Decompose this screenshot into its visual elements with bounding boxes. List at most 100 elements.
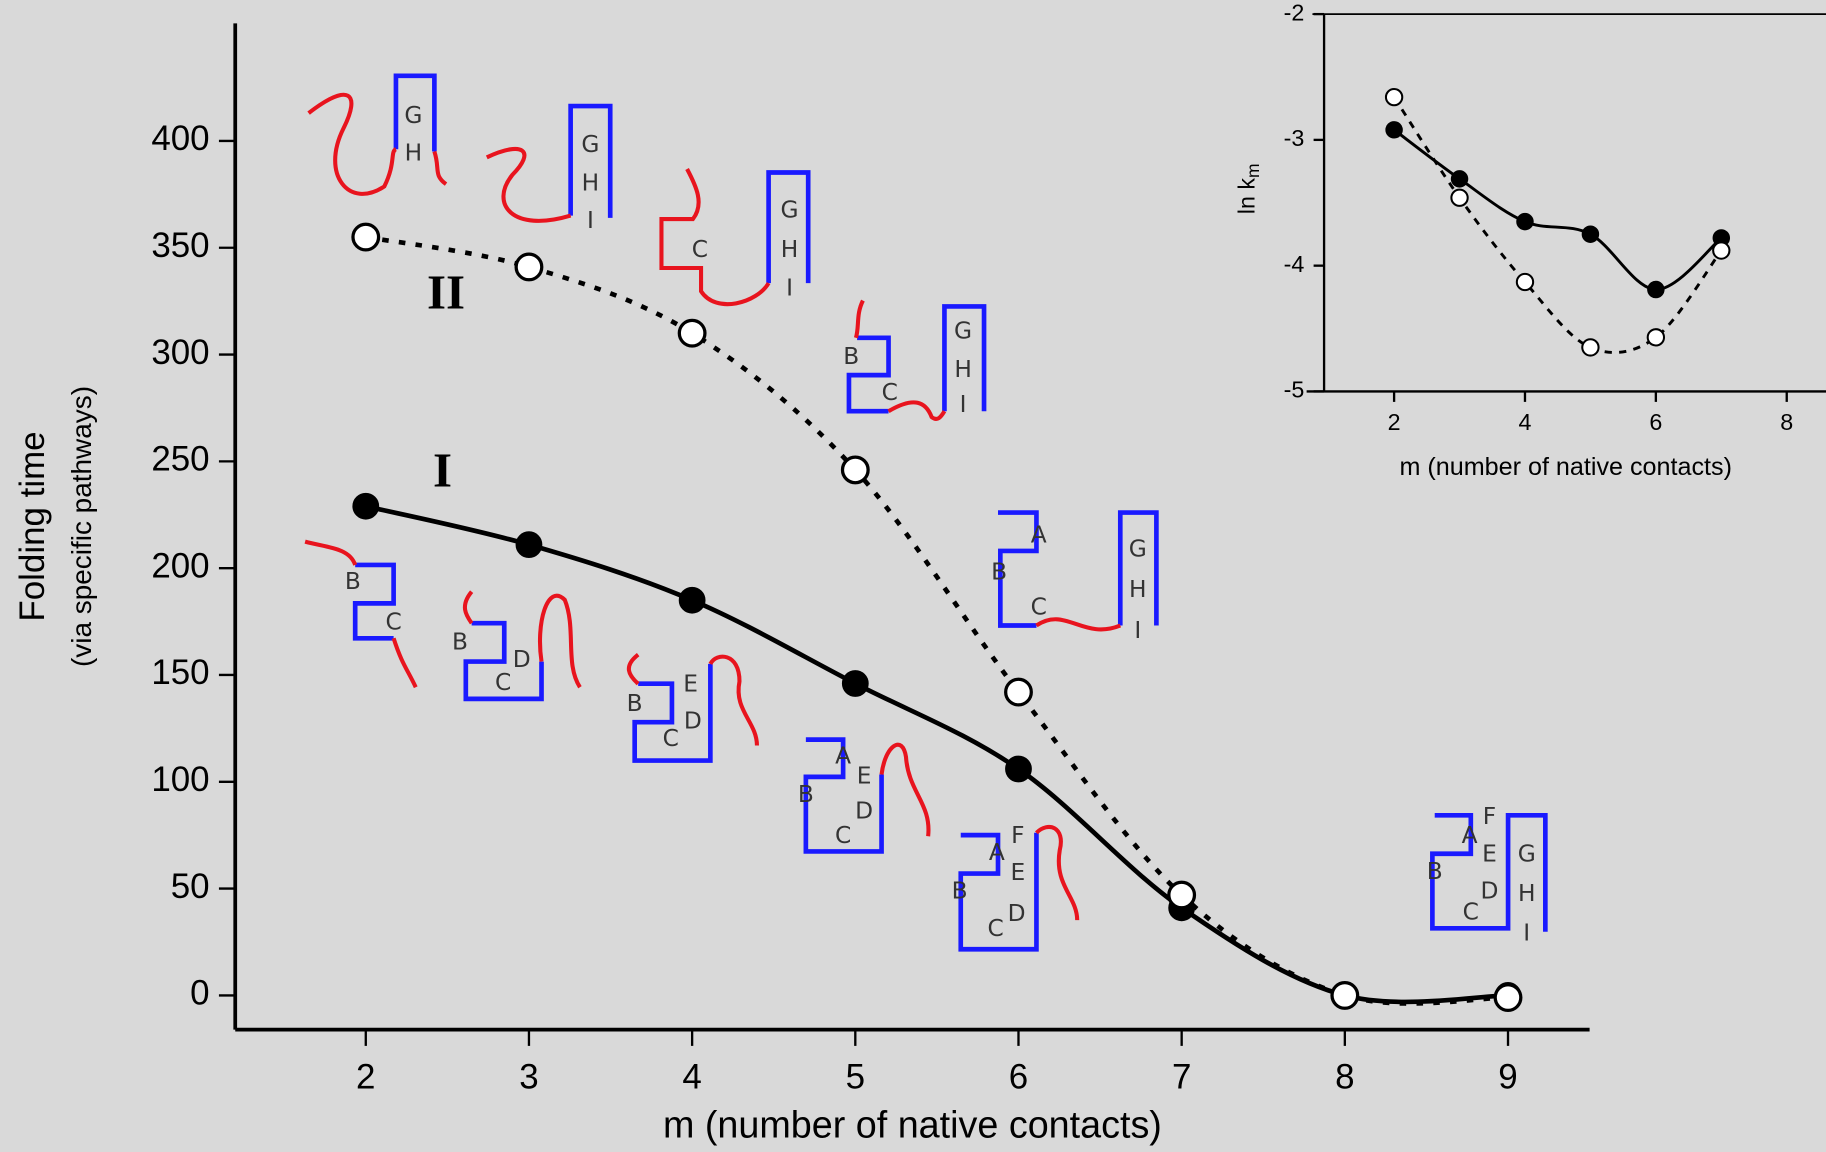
y-axis-label-sub: m <box>1243 163 1263 178</box>
contact-label: D <box>1480 878 1498 905</box>
contact-label: B <box>991 559 1007 586</box>
structure-diagram: BC GHI <box>843 299 987 421</box>
contact-label: H <box>582 170 600 197</box>
x-tick-label: 7 <box>1172 1057 1191 1096</box>
contact-label: H <box>1129 576 1147 603</box>
contact-label: D <box>513 646 531 673</box>
structure-diagram: BCD <box>452 590 582 702</box>
contact-label: A <box>1031 521 1047 548</box>
unfolded-segment <box>1035 825 1080 921</box>
structure-diagram: FAE G B D H C I <box>1427 803 1548 947</box>
native-segment <box>393 73 437 152</box>
data-point <box>1712 241 1731 260</box>
y-tick-label: 150 <box>151 653 209 692</box>
y-axis-label: ln km <box>1234 163 1263 214</box>
contact-label: E <box>1010 859 1025 886</box>
data-point <box>1330 980 1360 1010</box>
data-point <box>1581 338 1600 357</box>
data-point <box>514 252 544 282</box>
x-tick-label: 6 <box>1009 1057 1028 1096</box>
x-tick-label: 3 <box>519 1057 538 1096</box>
contact-label: C <box>663 725 679 752</box>
series-line <box>1392 96 1723 354</box>
y-tick-label: -5 <box>1284 377 1305 403</box>
data-point <box>1516 212 1534 231</box>
series-line <box>1393 128 1723 292</box>
unfolded-segment <box>485 146 572 223</box>
native-segment <box>1430 812 1548 932</box>
data-point <box>678 586 706 614</box>
contact-label: H <box>1518 880 1536 907</box>
contact-label: G <box>581 131 599 158</box>
contact-label: E <box>857 762 872 789</box>
y-axis-label: Folding time <box>13 431 52 621</box>
structure-diagram: BC <box>304 539 418 689</box>
data-point <box>841 670 869 697</box>
contact-label: G <box>781 196 799 223</box>
contact-label: G <box>404 102 422 129</box>
contact-label: I <box>786 274 793 301</box>
contact-label: C <box>835 822 851 849</box>
y-tick-label: -2 <box>1284 0 1305 25</box>
contact-label: A <box>835 743 851 770</box>
series-line <box>365 234 1509 1006</box>
y-tick-label: -4 <box>1284 251 1305 277</box>
x-tick-label: 4 <box>682 1057 701 1096</box>
contact-label: C <box>882 379 898 406</box>
contact-label: E <box>683 670 698 697</box>
data-point <box>351 222 381 252</box>
contact-label: B <box>345 568 361 595</box>
data-point <box>1647 280 1665 299</box>
native-segment <box>632 663 713 763</box>
unfolded-segment <box>391 637 418 689</box>
contact-label: C <box>988 915 1004 942</box>
unfolded-segment <box>879 742 931 837</box>
contact-label: C <box>385 609 401 636</box>
unfolded-segment <box>307 92 398 196</box>
contact-label: I <box>960 391 967 418</box>
y-tick-label: 350 <box>151 226 209 265</box>
contact-label: D <box>684 708 702 735</box>
data-point <box>352 492 380 520</box>
contact-label: F <box>1483 803 1496 830</box>
unfolded-segment <box>304 539 358 566</box>
contact-label: A <box>989 839 1005 866</box>
x-tick-label: 5 <box>846 1057 865 1096</box>
native-segment <box>846 335 891 414</box>
contact-label: H <box>405 139 423 166</box>
x-tick-label: 6 <box>1649 409 1662 435</box>
contact-label: E <box>1482 840 1497 867</box>
contact-label: F <box>1011 822 1024 849</box>
data-point <box>1581 225 1600 243</box>
contact-label: B <box>452 628 468 655</box>
unfolded-segment <box>708 654 759 746</box>
native-segment <box>766 170 811 284</box>
data-point <box>1450 188 1469 207</box>
contact-label: C <box>1031 594 1047 621</box>
unfolded-segment <box>462 590 474 625</box>
y-axis-label-main: ln k <box>1234 178 1260 215</box>
x-tick-label: 4 <box>1519 409 1532 435</box>
contact-label: C <box>692 236 708 263</box>
unfolded-segment <box>659 168 771 307</box>
native-segment <box>942 304 987 412</box>
y-axis-sublabel: (via specific pathways) <box>66 386 97 667</box>
data-point <box>515 531 543 559</box>
x-axis-label: m (number of native contacts) <box>663 1103 1162 1145</box>
native-segment <box>998 510 1039 628</box>
data-point <box>1385 121 1403 139</box>
structure-diagram: GH <box>307 73 448 196</box>
x-tick-label: 8 <box>1335 1057 1354 1096</box>
native-segment <box>352 562 396 641</box>
x-tick-label: 2 <box>1388 409 1401 435</box>
structure-diagram: FAE B DC <box>952 822 1080 952</box>
contact-label: G <box>954 318 972 345</box>
data-point <box>1005 755 1032 783</box>
data-point <box>1450 170 1469 188</box>
contact-label: I <box>1134 617 1141 644</box>
data-point <box>677 318 707 348</box>
contact-label: C <box>495 669 511 696</box>
